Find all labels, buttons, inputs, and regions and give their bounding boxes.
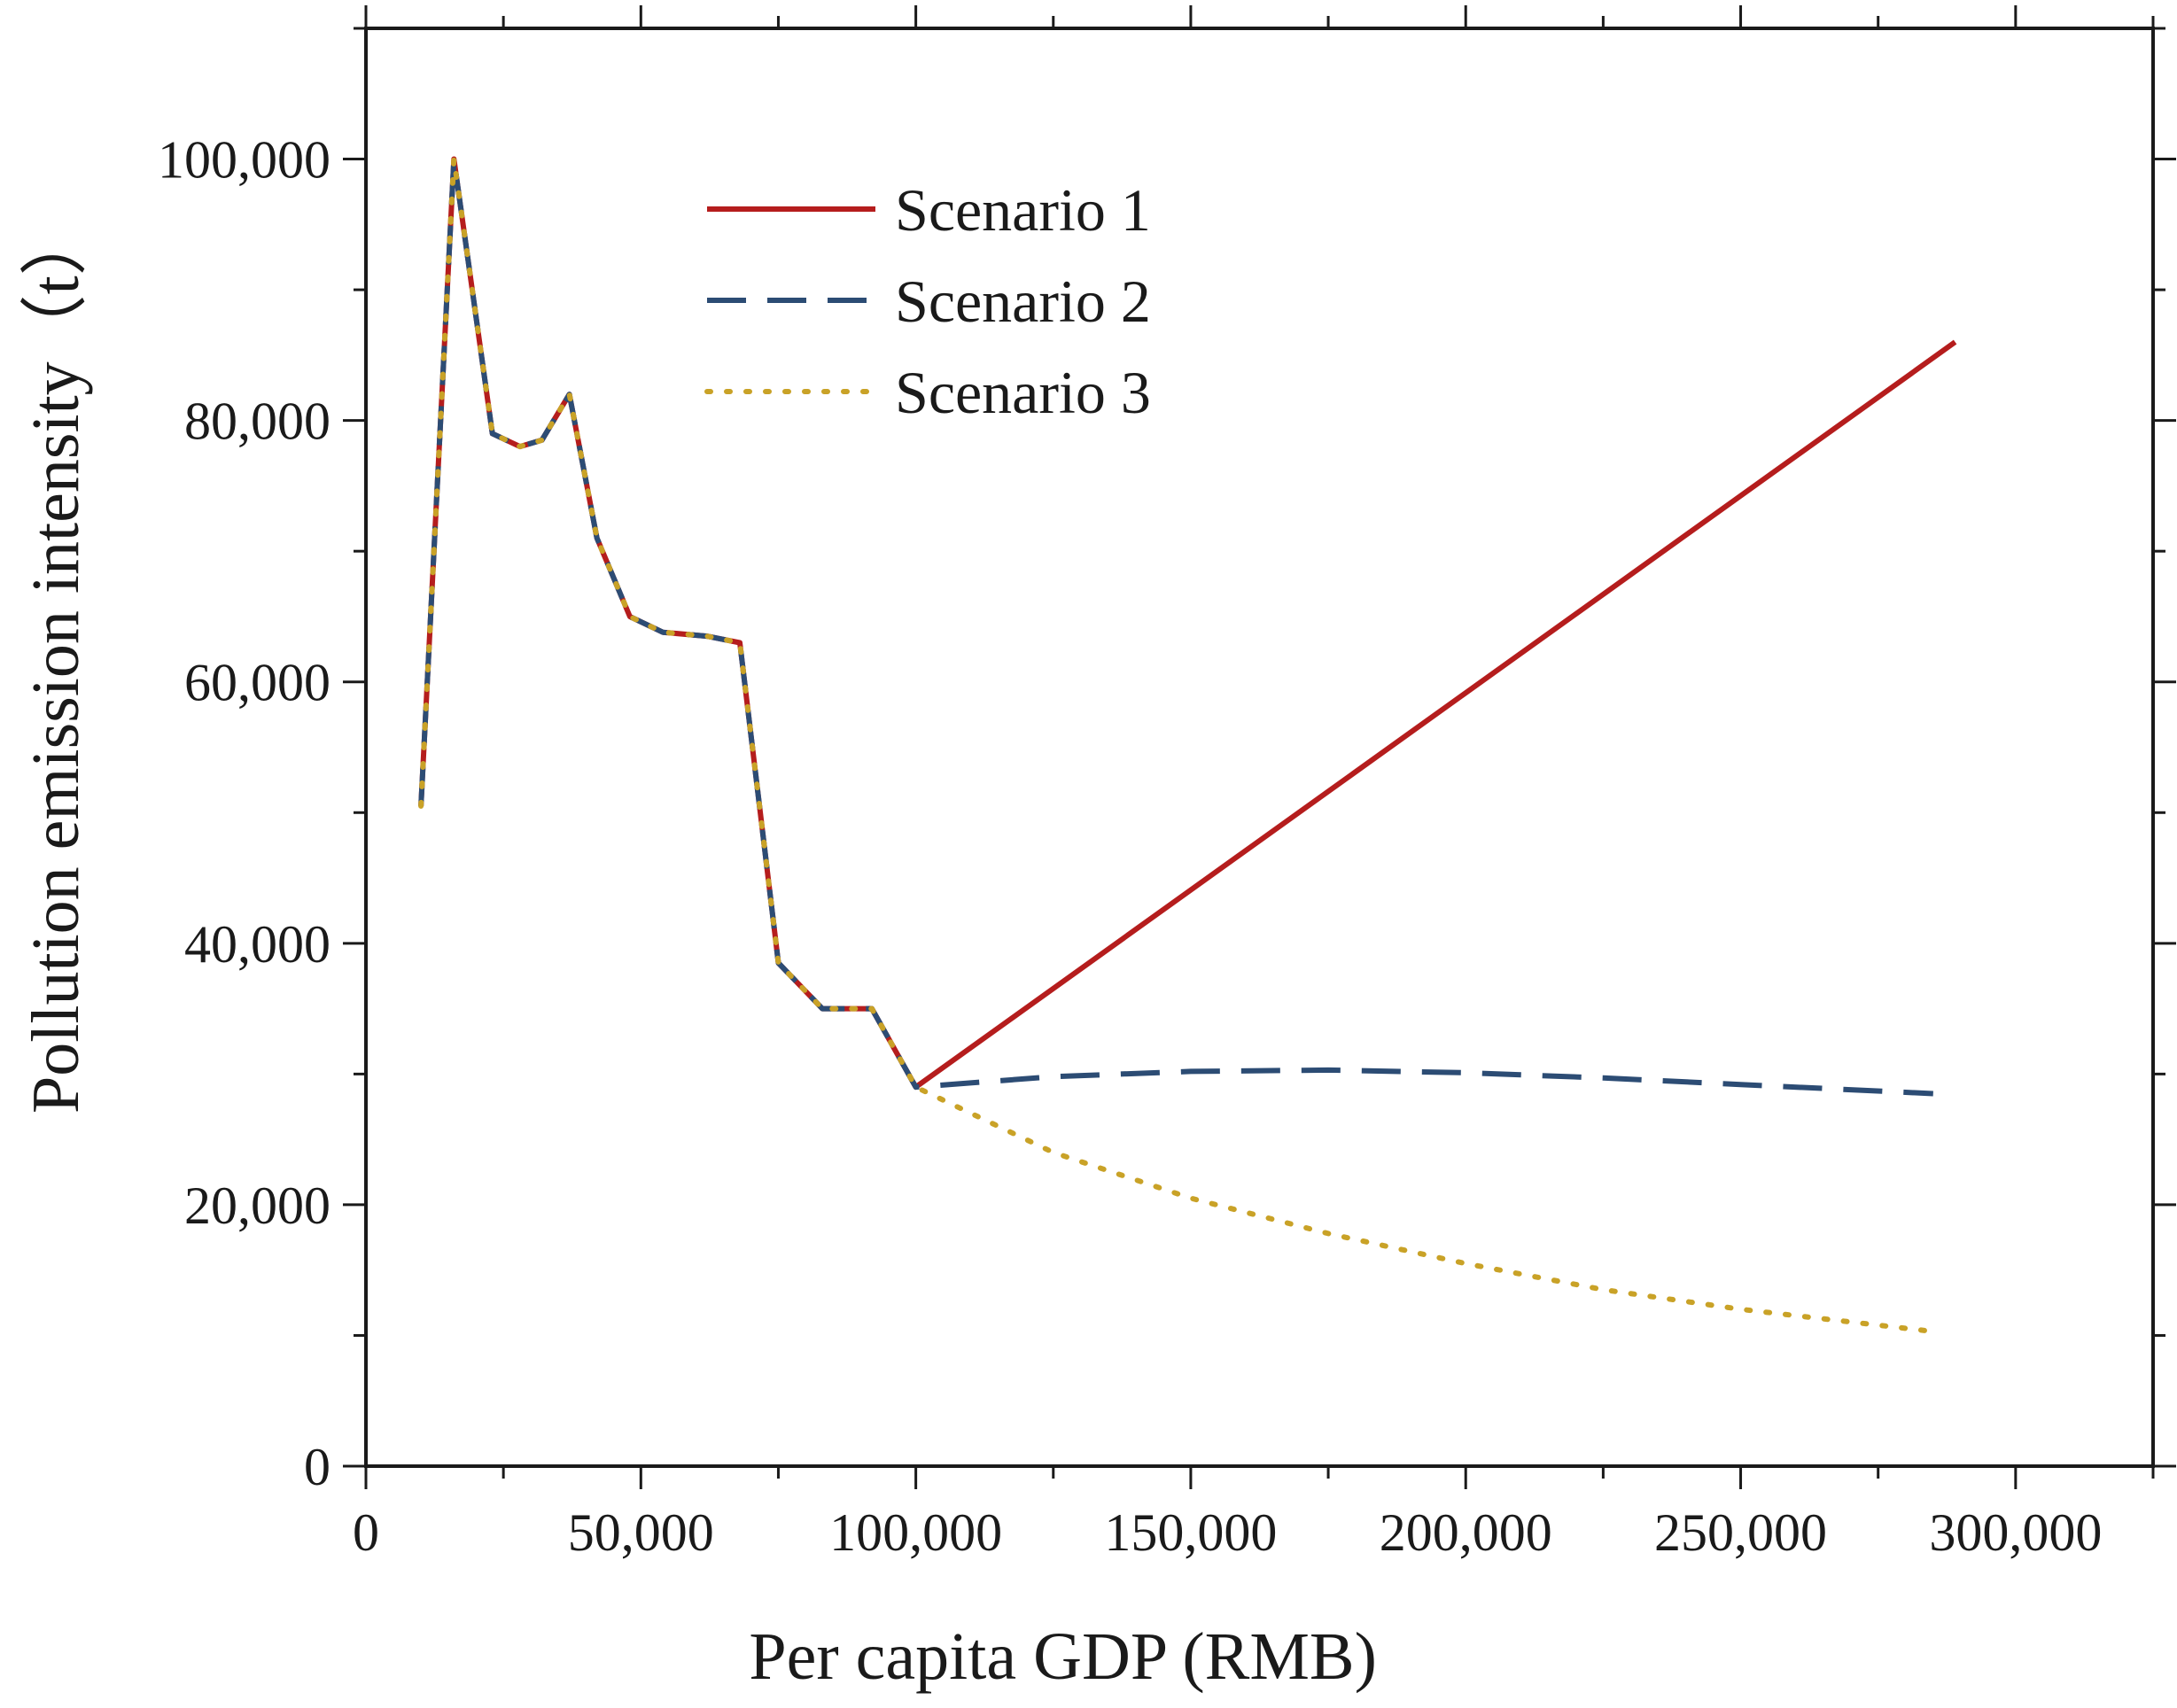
series-line-1: [418, 156, 1957, 1091]
x-tick-label: 300,000: [1929, 1503, 2102, 1562]
y-axis-label: Pollution emission intensity（t）: [19, 208, 93, 1114]
x-tick-label: 150,000: [1104, 1503, 1277, 1562]
y-tick-label: 0: [304, 1438, 330, 1496]
legend-label-2: Scenario 2: [895, 268, 1151, 335]
series-line-3: [418, 156, 1936, 1334]
plot-frame: [364, 27, 2155, 1468]
x-tick-label: 250,000: [1654, 1503, 1827, 1562]
y-tick-label: 80,000: [184, 392, 330, 451]
x-tick-label: 0: [353, 1503, 379, 1562]
y-axis-ticks: 0 20,000 40,000 60,000 80,000 100,000: [158, 27, 2176, 1496]
series-line-2: [418, 156, 1933, 1097]
legend-label-3: Scenario 3: [895, 359, 1151, 426]
y-tick-label: 20,000: [184, 1176, 330, 1235]
legend: Scenario 1 Scenario 2 Scenario 3: [704, 176, 1151, 426]
series-layer: [418, 156, 1957, 1334]
legend-label-1: Scenario 1: [895, 176, 1151, 244]
x-tick-label: 100,000: [829, 1503, 1002, 1562]
x-tick-label: 50,000: [568, 1503, 714, 1562]
x-tick-label: 200,000: [1380, 1503, 1552, 1562]
y-tick-label: 60,000: [184, 654, 330, 712]
x-axis-ticks: 0 50,000 100,000 150,000 200,000 250,000 300,0…: [353, 5, 2155, 1562]
y-tick-label: 100,000: [158, 131, 330, 190]
x-axis-label: Per capita GDP (RMB): [749, 1619, 1377, 1694]
y-tick-label: 40,000: [184, 915, 330, 974]
